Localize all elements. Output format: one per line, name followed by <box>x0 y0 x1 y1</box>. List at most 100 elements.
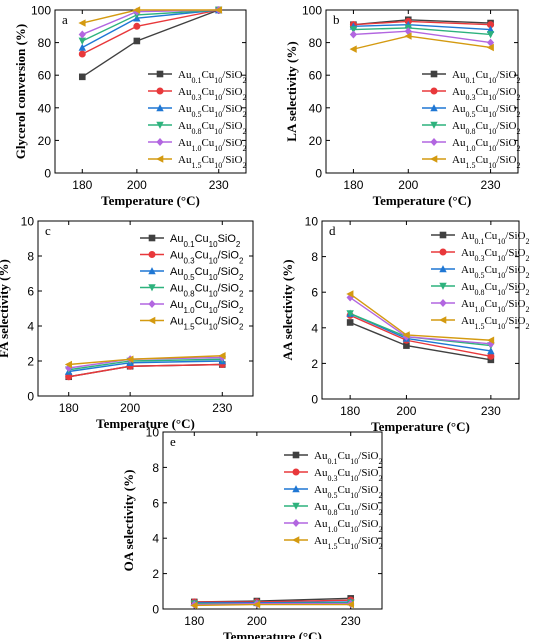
data-point <box>486 43 494 52</box>
data-point <box>349 26 358 34</box>
legend-marker <box>292 519 300 527</box>
y-tick-label: 8 <box>311 250 318 264</box>
legend-marker <box>148 234 156 242</box>
series-5 <box>78 6 223 39</box>
legend-marker <box>148 251 156 258</box>
y-tick-label: 100 <box>31 4 51 18</box>
legend-label: Au0.1Cu10/SiO2 <box>314 450 382 466</box>
data-point <box>133 22 141 30</box>
y-tick-label: 0 <box>311 393 318 407</box>
x-axis-label: Temperature (°C) <box>223 629 322 639</box>
series-6 <box>349 32 494 53</box>
panel-a: a 0 20 40 60 80 100 180 200 230 Temperature (°C) Gl… <box>13 4 247 208</box>
data-point <box>346 310 354 318</box>
plot-frame <box>37 220 254 397</box>
x-tick-label: 230 <box>481 178 501 192</box>
series-6 <box>190 600 355 610</box>
x-tick-label: 200 <box>120 401 140 415</box>
series-3 <box>78 6 223 51</box>
legend-marker <box>156 70 164 78</box>
legend-marker <box>156 87 164 95</box>
y-tick-label: 4 <box>311 321 318 335</box>
x-tick-label: 230 <box>481 404 501 418</box>
data-point <box>214 6 223 14</box>
x-tick-label: 200 <box>127 178 147 192</box>
panel-letter: a <box>62 12 68 27</box>
x-tick-label: 200 <box>396 404 416 418</box>
data-point <box>133 37 141 45</box>
x-axis-label: Temperature (°C) <box>373 193 472 208</box>
legend-label: Au0.1Cu10/SiO2 <box>452 69 520 85</box>
legend-label: Au0.3Cu10/SiO2 <box>314 467 382 483</box>
y-tick-label: 4 <box>27 320 34 334</box>
panel-b: b 0 20 40 60 80 100 180 200 230 Temperature (°C) LA… <box>284 4 520 209</box>
legend-marker <box>292 502 300 510</box>
data-point <box>486 25 495 33</box>
legend-label: Au1.0Cu10/SiO2 <box>461 298 529 314</box>
data-point <box>64 360 73 369</box>
data-point <box>487 356 495 364</box>
series-line <box>194 603 351 607</box>
legend-marker <box>292 485 300 493</box>
legend-label: Au1.5Cu10/SiO2 <box>461 315 529 331</box>
legend-label: Au0.5Cu10/SiO2 <box>452 103 520 119</box>
data-point <box>78 37 86 45</box>
x-tick-label: 230 <box>341 614 361 628</box>
data-point <box>132 6 141 14</box>
panel-letter: e <box>170 434 176 449</box>
y-tick-label: 8 <box>152 461 159 475</box>
legend-label: Au1.5Cu10/SiO2 <box>170 316 244 332</box>
legend: Au0.1Cu10/SiO2Au0.3Cu10/SiO2Au0.5Cu10/Si… <box>431 230 529 331</box>
data-point <box>486 31 495 39</box>
y-tick-label: 2 <box>311 357 318 371</box>
data-point <box>404 32 412 40</box>
legend-marker <box>439 248 447 256</box>
data-point <box>346 293 354 302</box>
legend-label: Au0.1Cu10/SiO2 <box>178 69 246 85</box>
panel-letter: d <box>329 223 336 238</box>
legend-label: Au0.8Cu10/SiO2 <box>461 281 529 297</box>
y-tick-label: 0 <box>27 390 34 404</box>
legend-label: Au0.5Cu10/SiO2 <box>170 266 244 282</box>
y-tick-label: 0 <box>152 603 159 617</box>
legend-label: Au0.1Cu10SiO2 <box>170 233 241 249</box>
y-tick-label: 20 <box>309 134 323 148</box>
y-tick-label: 100 <box>302 4 322 18</box>
legend-label: Au0.5Cu10/SiO2 <box>314 484 382 500</box>
y-tick-label: 0 <box>44 167 51 181</box>
legend-marker <box>156 138 164 146</box>
x-tick-label: 230 <box>212 401 232 415</box>
legend-label: Au1.0Cu10/SiO2 <box>314 518 382 534</box>
y-tick-label: 40 <box>38 101 52 115</box>
y-tick-label: 80 <box>38 36 52 50</box>
y-axis-label: FA selectivity (%) <box>0 259 11 358</box>
series-1 <box>65 361 226 381</box>
data-point <box>78 73 86 81</box>
panel-c: c 0 2 4 6 8 10 180 200 230 Temperature (°C) FA sele… <box>0 215 254 431</box>
legend-label: Au1.0Cu10/SiO2 <box>178 137 246 153</box>
x-tick-label: 200 <box>247 614 267 628</box>
legend-marker <box>430 155 438 163</box>
y-tick-label: 80 <box>309 36 323 50</box>
panel-d: d 0 2 4 6 8 10 180 200 230 Temperature (°C) AA sele… <box>280 215 529 435</box>
plot-frame <box>321 220 520 400</box>
legend-marker <box>156 155 164 163</box>
legend-marker <box>292 536 300 544</box>
legend: Au0.1Cu10/SiO2Au0.3Cu10/SiO2Au0.5Cu10/Si… <box>148 69 246 170</box>
y-axis-label: AA selectivity (%) <box>280 259 295 360</box>
x-tick-label: 180 <box>340 404 360 418</box>
y-tick-label: 40 <box>309 101 323 115</box>
legend-marker <box>439 299 447 307</box>
y-tick-label: 4 <box>152 532 159 546</box>
y-tick-label: 8 <box>27 250 34 264</box>
data-point <box>190 601 198 610</box>
x-tick-label: 180 <box>72 178 92 192</box>
data-point <box>402 331 410 339</box>
legend-marker <box>439 282 447 290</box>
panel-e: e 0 2 4 6 8 10 180 200 230 Temperature (°C) OA sele… <box>121 426 383 644</box>
y-axis-label: OA selectivity (%) <box>121 470 136 572</box>
legend-label: Au1.5Cu10/SiO2 <box>178 154 246 170</box>
x-tick-label: 200 <box>398 178 418 192</box>
